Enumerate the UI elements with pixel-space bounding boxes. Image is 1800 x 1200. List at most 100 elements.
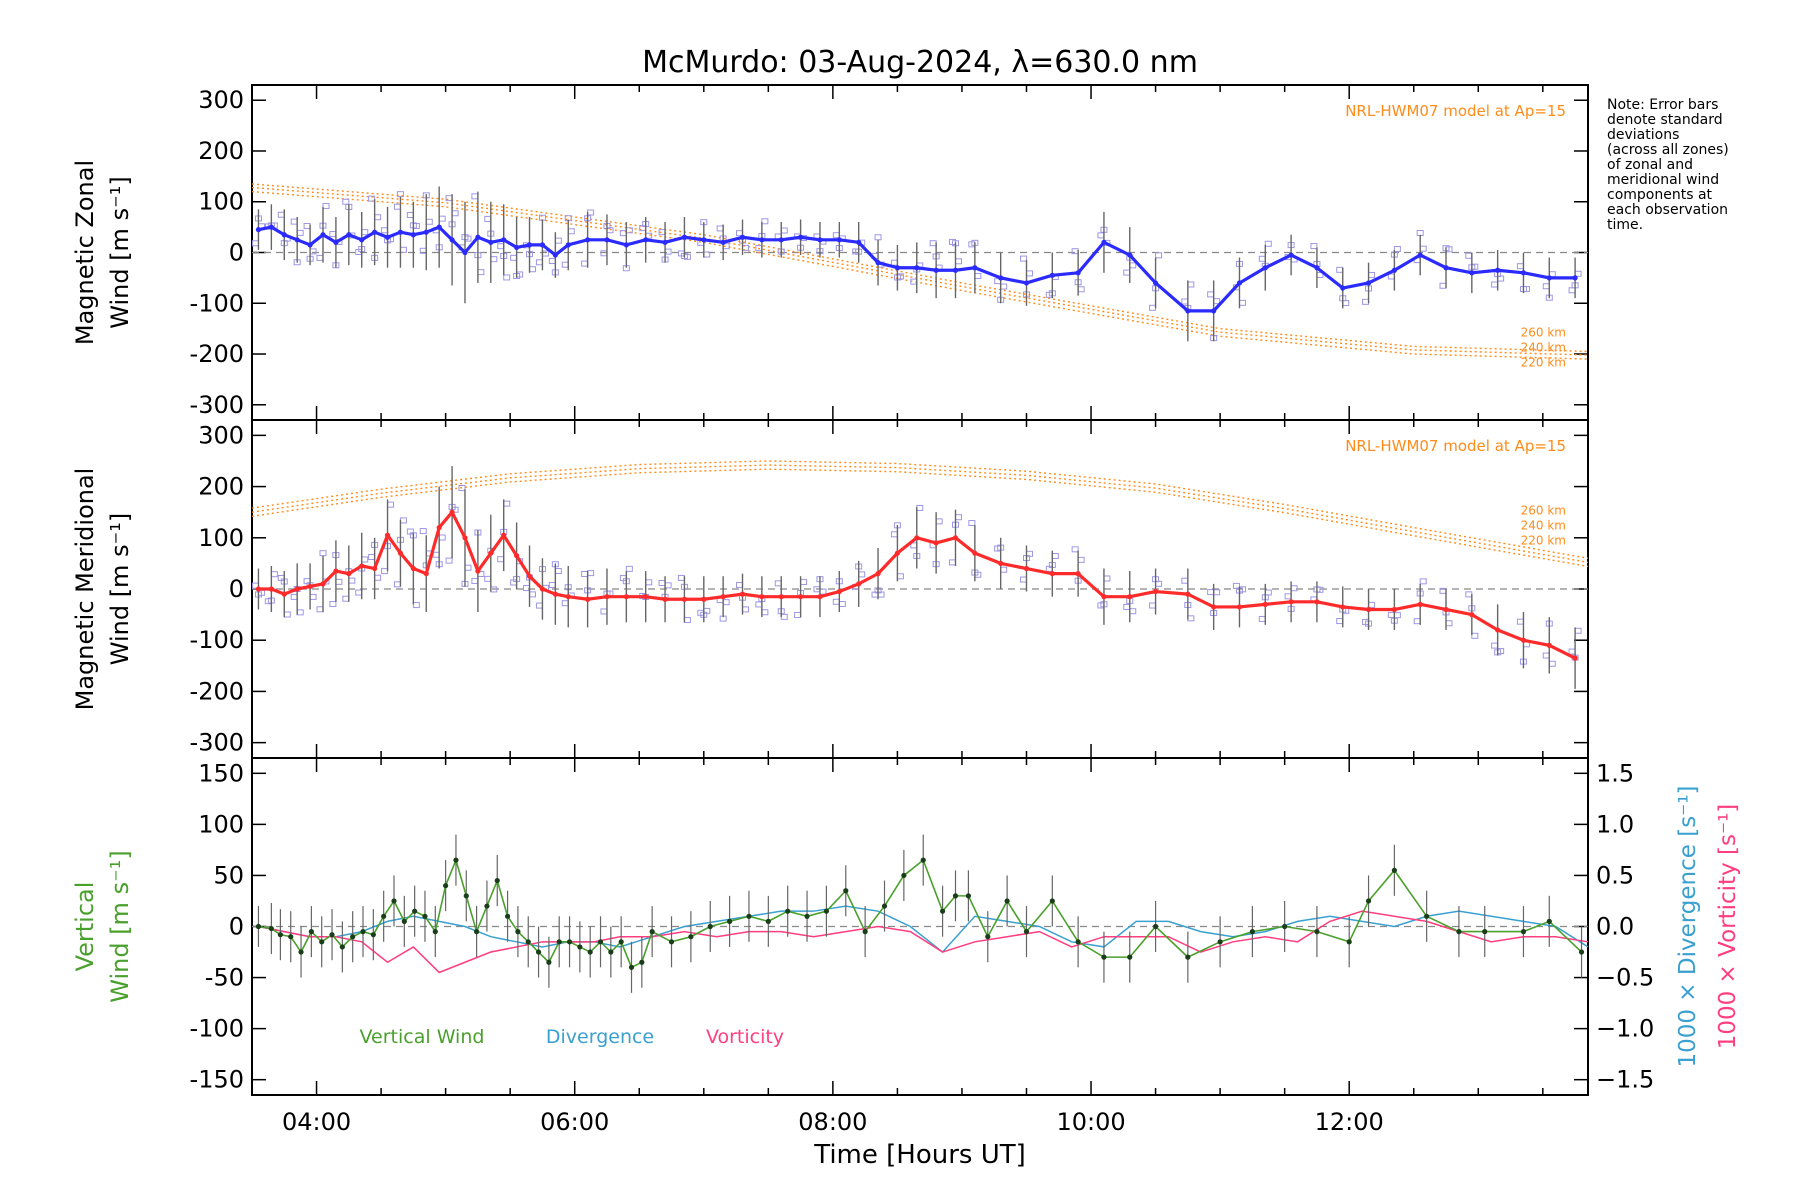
right-tick-label: 1.0: [1596, 810, 1634, 838]
data-point: [412, 908, 418, 914]
data-point: [1211, 308, 1217, 314]
data-point: [836, 588, 842, 595]
note-line: Note: Error bars: [1607, 97, 1718, 113]
data-point: [1152, 588, 1159, 595]
data-point: [746, 913, 752, 919]
y-axis-label-line2: Wind [m s⁻¹]: [106, 513, 134, 665]
data-point: [320, 581, 326, 587]
data-point: [432, 929, 438, 935]
data-point: [875, 571, 881, 577]
data-point: [546, 959, 552, 965]
data-point: [566, 939, 573, 945]
data-point: [604, 594, 610, 600]
data-point: [1314, 599, 1320, 605]
data-point: [739, 234, 746, 240]
scatter-point: [1393, 246, 1401, 253]
scatter-point: [303, 222, 311, 229]
data-point: [552, 591, 558, 597]
scatter-point: [1207, 291, 1215, 298]
data-point: [449, 509, 455, 515]
data-point: [668, 939, 675, 945]
scatter-point: [529, 591, 537, 598]
y-tick-label: 50: [213, 861, 244, 889]
scatter-point: [1568, 648, 1576, 655]
model-altitude-label: 220 km: [1521, 534, 1566, 548]
right-tick-label: −1.0: [1596, 1015, 1654, 1043]
y-tick-label: 100: [198, 188, 244, 216]
data-point: [298, 949, 304, 955]
data-point: [662, 239, 668, 245]
scatter-point: [1445, 620, 1453, 627]
right-tick-label: 1.5: [1596, 759, 1634, 787]
scatter-point: [1238, 299, 1246, 306]
data-point: [449, 237, 455, 243]
scatter-point: [968, 520, 976, 527]
y-tick-label: -100: [190, 626, 244, 654]
scatter-point: [348, 577, 356, 584]
data-point: [823, 908, 830, 914]
data-point: [1495, 627, 1501, 633]
scatter-point: [393, 203, 401, 210]
data-point: [1185, 308, 1191, 314]
data-point: [1049, 272, 1055, 278]
scatter-point: [819, 588, 827, 595]
data-point: [255, 923, 262, 930]
scatter-point: [406, 211, 414, 218]
scatter-point: [1336, 618, 1344, 625]
data-point: [539, 242, 546, 248]
legend-entry: Vorticity: [706, 1026, 784, 1048]
data-point: [268, 586, 274, 592]
data-point: [333, 568, 339, 574]
data-point: [952, 267, 959, 273]
vorticity-axis-label: 1000 × Vorticity [s⁻¹]: [1715, 804, 1741, 1050]
data-point: [1249, 929, 1255, 935]
data-point: [488, 239, 494, 245]
scatter-point: [954, 258, 962, 265]
scatter-point: [1336, 266, 1344, 273]
data-point: [965, 893, 972, 899]
data-point: [1417, 252, 1423, 258]
y-tick-label: -150: [190, 1066, 244, 1094]
scatter-point: [1419, 245, 1427, 252]
scatter-point: [1155, 252, 1163, 259]
vertical-wind-panel: 150 100 50 0 -50 -100 -150 Vertical Wind [m s⁻¹]…: [71, 757, 1741, 1136]
zonal-wind-panel: 300 200 100 0 -100 -200 -300 Magnetic Zonal Wind…: [71, 84, 1589, 421]
data-point: [370, 932, 376, 938]
model-altitude-label: 260 km: [1521, 504, 1566, 518]
data-point: [1217, 939, 1223, 945]
data-point: [597, 939, 604, 945]
scatter-point: [535, 259, 543, 266]
y-tick-label: 200: [198, 137, 244, 165]
scatter-point: [387, 501, 395, 508]
data-point: [1185, 591, 1191, 597]
data-point: [720, 594, 726, 600]
y-tick-label: -50: [205, 964, 244, 992]
x-tick-label: 04:00: [282, 1108, 351, 1136]
data-point: [1101, 954, 1107, 960]
scatter-point: [1393, 612, 1401, 619]
data-point: [1391, 867, 1397, 873]
data-point: [1424, 913, 1430, 919]
y-tick-label: -300: [190, 391, 244, 419]
data-point: [759, 237, 765, 243]
scatter-point: [1290, 585, 1298, 592]
scatter-point: [1516, 618, 1524, 625]
data-point: [475, 568, 481, 574]
legend-entry: Divergence: [546, 1026, 654, 1048]
data-point: [972, 265, 978, 271]
scatter-point: [290, 593, 298, 600]
scatter-point: [1123, 269, 1131, 276]
scatter-point: [529, 266, 537, 273]
scatter-point: [1051, 553, 1059, 560]
note-box: Note: Error bars denote standard deviati…: [1607, 97, 1729, 233]
right-tick-label: 0.0: [1596, 913, 1634, 941]
data-point: [1495, 267, 1501, 273]
data-point: [701, 596, 707, 602]
scatter-point: [548, 582, 556, 589]
data-point: [410, 232, 416, 238]
data-point: [1314, 929, 1320, 935]
scatter-point: [393, 581, 401, 588]
data-point: [381, 913, 387, 919]
scatter-point: [374, 214, 382, 221]
data-point: [1469, 612, 1475, 618]
